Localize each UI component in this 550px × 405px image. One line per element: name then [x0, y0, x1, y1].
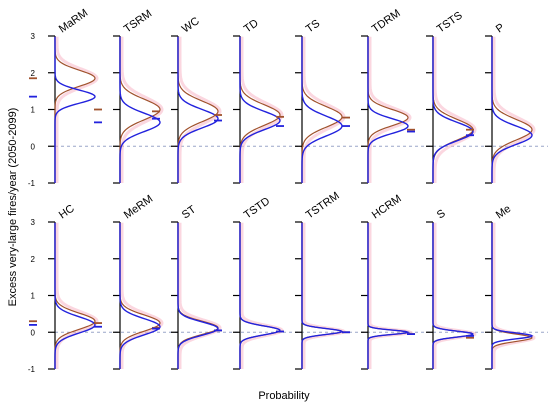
- density-series-b: [491, 36, 533, 183]
- y-tick-label: 3: [31, 32, 36, 41]
- density-series-a: [177, 222, 219, 369]
- uncertainty-band: [492, 36, 536, 183]
- panel-hcrm: HCRM: [342, 193, 414, 370]
- panel-st: ST: [152, 203, 222, 370]
- panel-title: TSTRM: [304, 190, 342, 222]
- uncertainty-band: [240, 222, 284, 369]
- panel-title: TSTS: [435, 9, 465, 35]
- panel-title: TD: [242, 17, 261, 35]
- panel-merm: MeRM: [94, 193, 164, 370]
- panel-title: ST: [180, 203, 199, 221]
- uncertainty-band: [178, 36, 222, 183]
- uncertainty-band: [302, 222, 347, 369]
- density-series-b: [301, 36, 343, 183]
- uncertainty-band: [120, 222, 164, 369]
- density-series-b: [239, 222, 281, 369]
- panel-title: TSTD: [242, 195, 272, 221]
- uncertainty-band: [492, 222, 536, 369]
- panel-title: WC: [180, 15, 202, 35]
- density-series-b: [432, 222, 474, 369]
- density-series-b: [54, 36, 96, 183]
- density-series-b: [119, 222, 161, 369]
- density-series-a: [119, 36, 161, 183]
- density-series-b: [491, 222, 534, 369]
- panel-title: HC: [57, 202, 77, 221]
- y-tick-label: -1: [28, 179, 36, 188]
- panel-title: MaRM: [57, 7, 90, 35]
- density-series-b: [177, 36, 219, 183]
- panel-title: HCRM: [370, 193, 404, 222]
- density-series-a: [432, 222, 474, 369]
- uncertainty-band: [433, 36, 477, 183]
- uncertainty-band: [240, 36, 284, 183]
- density-series-a: [301, 222, 344, 369]
- density-series-b: [432, 36, 474, 183]
- panel-me: Me: [466, 203, 536, 370]
- panel-marm: -1 0 1 2 3 MaRM: [28, 7, 99, 188]
- uncertainty-band: [178, 222, 222, 369]
- panel-tdrm: TDRM: [342, 7, 412, 184]
- uncertainty-band: [120, 36, 164, 183]
- density-series-b: [54, 222, 96, 369]
- panel-hc: -1 0 1 2 3 HC: [28, 202, 99, 374]
- density-series-b: [239, 36, 281, 183]
- density-series-a: [491, 36, 533, 183]
- y-tick-label: 2: [31, 255, 36, 264]
- uncertainty-band: [55, 36, 99, 183]
- density-series-b: [367, 222, 411, 369]
- density-series-a: [54, 222, 96, 369]
- uncertainty-band: [302, 36, 346, 183]
- density-series-b: [119, 36, 161, 183]
- panel-title: P: [494, 21, 507, 35]
- panel-wc: WC: [152, 15, 222, 184]
- y-axis-title: Excess very-large fires/year (2050-2099): [7, 108, 19, 307]
- panel-td: TD: [214, 17, 284, 184]
- density-series-b: [177, 222, 219, 369]
- panel-p: P: [466, 21, 536, 184]
- panel-title: S: [435, 207, 448, 221]
- y-tick-label: -1: [28, 365, 36, 374]
- panel-title: TSRM: [122, 8, 154, 36]
- panel-title: TDRM: [370, 7, 403, 35]
- density-series-a: [367, 222, 410, 369]
- panel-title: Me: [494, 203, 513, 222]
- density-series-b: [367, 36, 409, 183]
- panel-tstd: TSTD: [214, 195, 284, 370]
- panel-ts: TS: [276, 18, 346, 184]
- y-tick-label: 0: [31, 328, 36, 337]
- y-tick-label: 1: [31, 106, 36, 115]
- y-tick-label: 1: [31, 292, 36, 301]
- uncertainty-band: [55, 222, 99, 369]
- panel-s: S: [407, 207, 477, 370]
- panel-tsts: TSTS: [407, 9, 477, 184]
- panel-tstrm: TSTRM: [276, 190, 347, 370]
- density-series-a: [177, 36, 219, 183]
- y-tick-label: 2: [31, 69, 36, 78]
- uncertainty-band: [433, 222, 477, 369]
- y-tick-label: 0: [31, 142, 36, 151]
- x-axis-title: Probability: [258, 390, 310, 402]
- uncertainty-band: [368, 36, 412, 183]
- density-series-a: [432, 36, 474, 183]
- density-series-b: [301, 222, 344, 369]
- y-tick-label: 3: [31, 218, 36, 227]
- uncertainty-band: [368, 222, 414, 369]
- panel-tsrm: TSRM: [94, 8, 164, 184]
- panel-title: MeRM: [122, 193, 155, 221]
- density-series-a: [119, 222, 161, 369]
- density-series-a: [239, 222, 281, 369]
- panel-title: TS: [304, 18, 322, 36]
